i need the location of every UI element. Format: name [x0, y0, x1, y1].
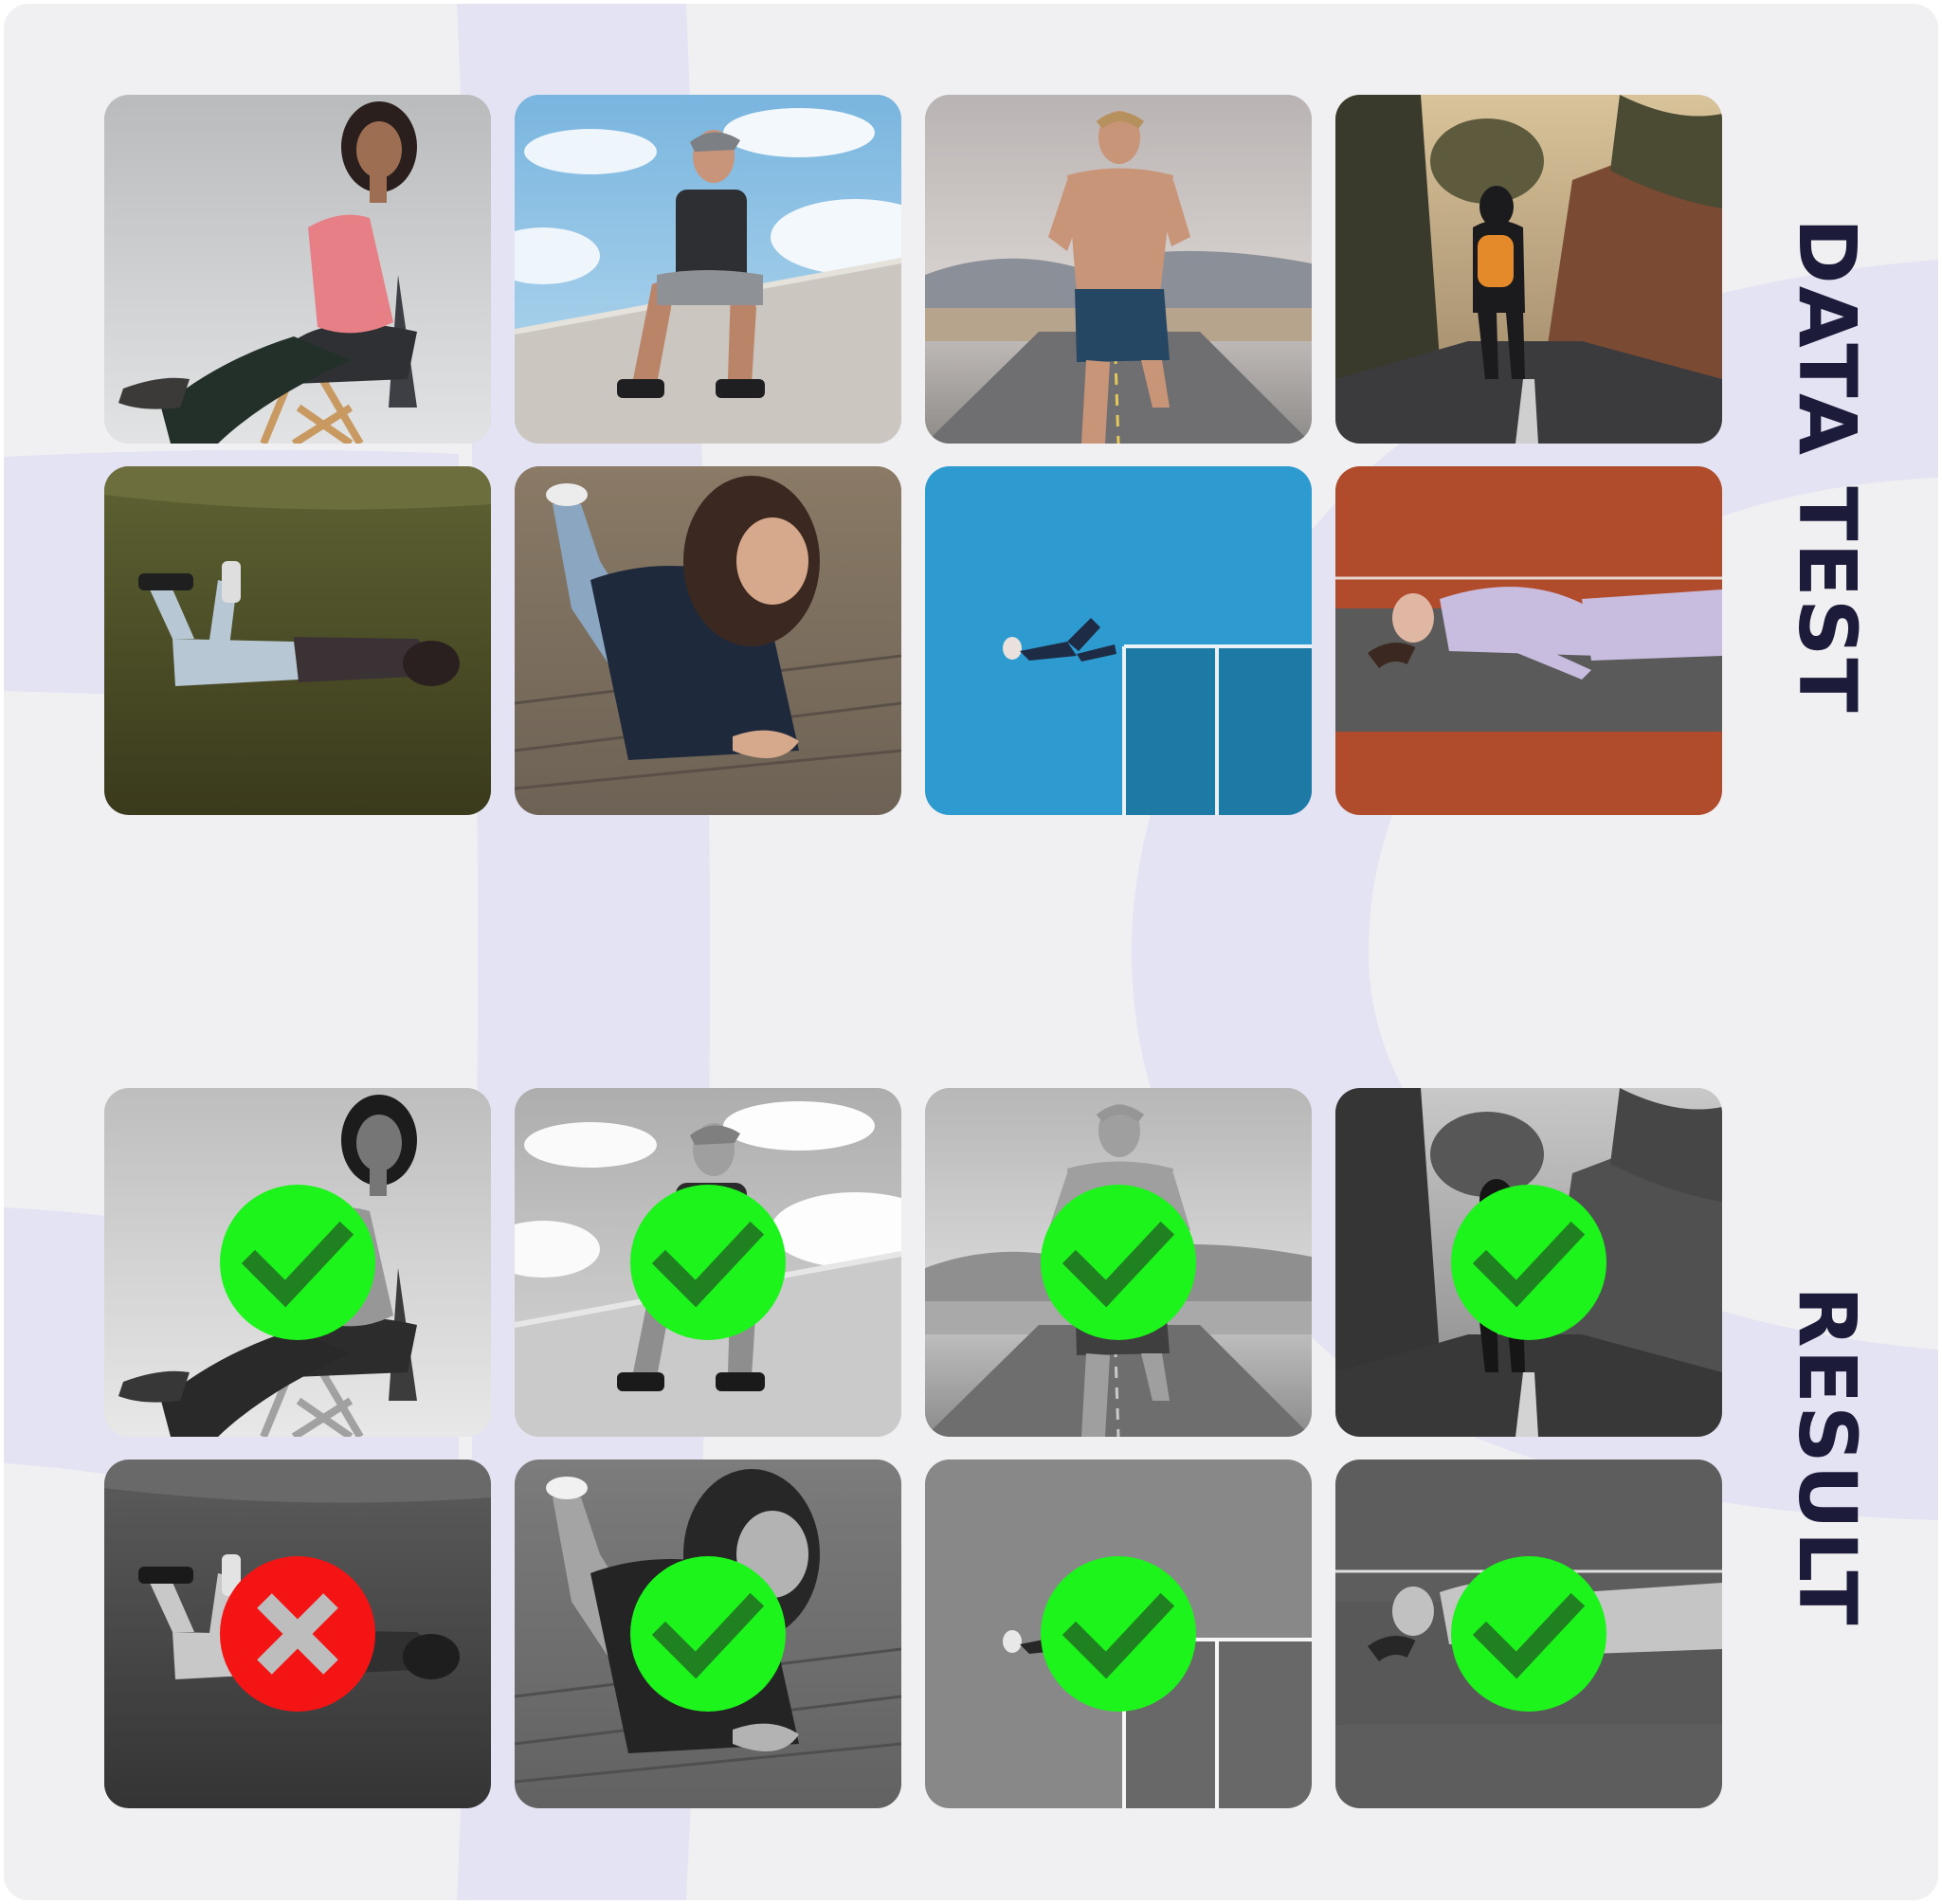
check-icon	[1041, 1556, 1196, 1712]
result-image-man-sitting-on-wall[interactable]	[515, 1088, 901, 1437]
check-icon	[630, 1185, 786, 1340]
result-image-person-on-blue-court[interactable]	[925, 1460, 1312, 1808]
test-image-person-lying-on-grass[interactable]	[104, 466, 491, 815]
check-icon	[1451, 1556, 1606, 1712]
photo-woman-lying-on-pavement	[515, 466, 901, 815]
photo-person-lying-on-grass	[104, 466, 491, 815]
result-image-woman-seated-on-chair[interactable]	[104, 1088, 491, 1437]
photo-man-running-on-road	[925, 95, 1312, 444]
test-image-man-sitting-on-wall[interactable]	[515, 95, 901, 444]
test-image-man-running-on-road[interactable]	[925, 95, 1312, 444]
check-icon	[1041, 1185, 1196, 1340]
test-image-person-on-blue-court[interactable]	[925, 466, 1312, 815]
result-image-woman-lying-on-pavement[interactable]	[515, 1460, 901, 1808]
result-image-woman-lying-on-track[interactable]	[1335, 1460, 1722, 1808]
test-image-woman-lying-on-pavement[interactable]	[515, 466, 901, 815]
check-icon	[630, 1556, 786, 1712]
data-test-label: DATA TEST	[1781, 218, 1874, 715]
test-image-hiker-walking-on-road[interactable]	[1335, 95, 1722, 444]
photo-person-on-blue-court	[925, 466, 1312, 815]
result-image-man-running-on-road[interactable]	[925, 1088, 1312, 1437]
photo-man-sitting-on-wall	[515, 1088, 901, 1437]
check-icon	[1451, 1185, 1606, 1340]
photo-woman-lying-on-track	[1335, 466, 1722, 815]
result-image-person-lying-on-grass[interactable]	[104, 1460, 491, 1808]
test-image-woman-seated-on-chair[interactable]	[104, 95, 491, 444]
result-label: RESULT	[1781, 1286, 1874, 1627]
photo-hiker-walking-on-road	[1335, 95, 1722, 444]
cross-icon	[220, 1556, 375, 1712]
result-image-hiker-walking-on-road[interactable]	[1335, 1088, 1722, 1437]
check-icon	[220, 1185, 375, 1340]
photo-man-sitting-on-wall	[515, 95, 901, 444]
main-panel: DATA TEST RESULT	[4, 4, 1938, 1900]
test-image-woman-lying-on-track[interactable]	[1335, 466, 1722, 815]
photo-woman-seated-on-chair	[104, 95, 491, 444]
